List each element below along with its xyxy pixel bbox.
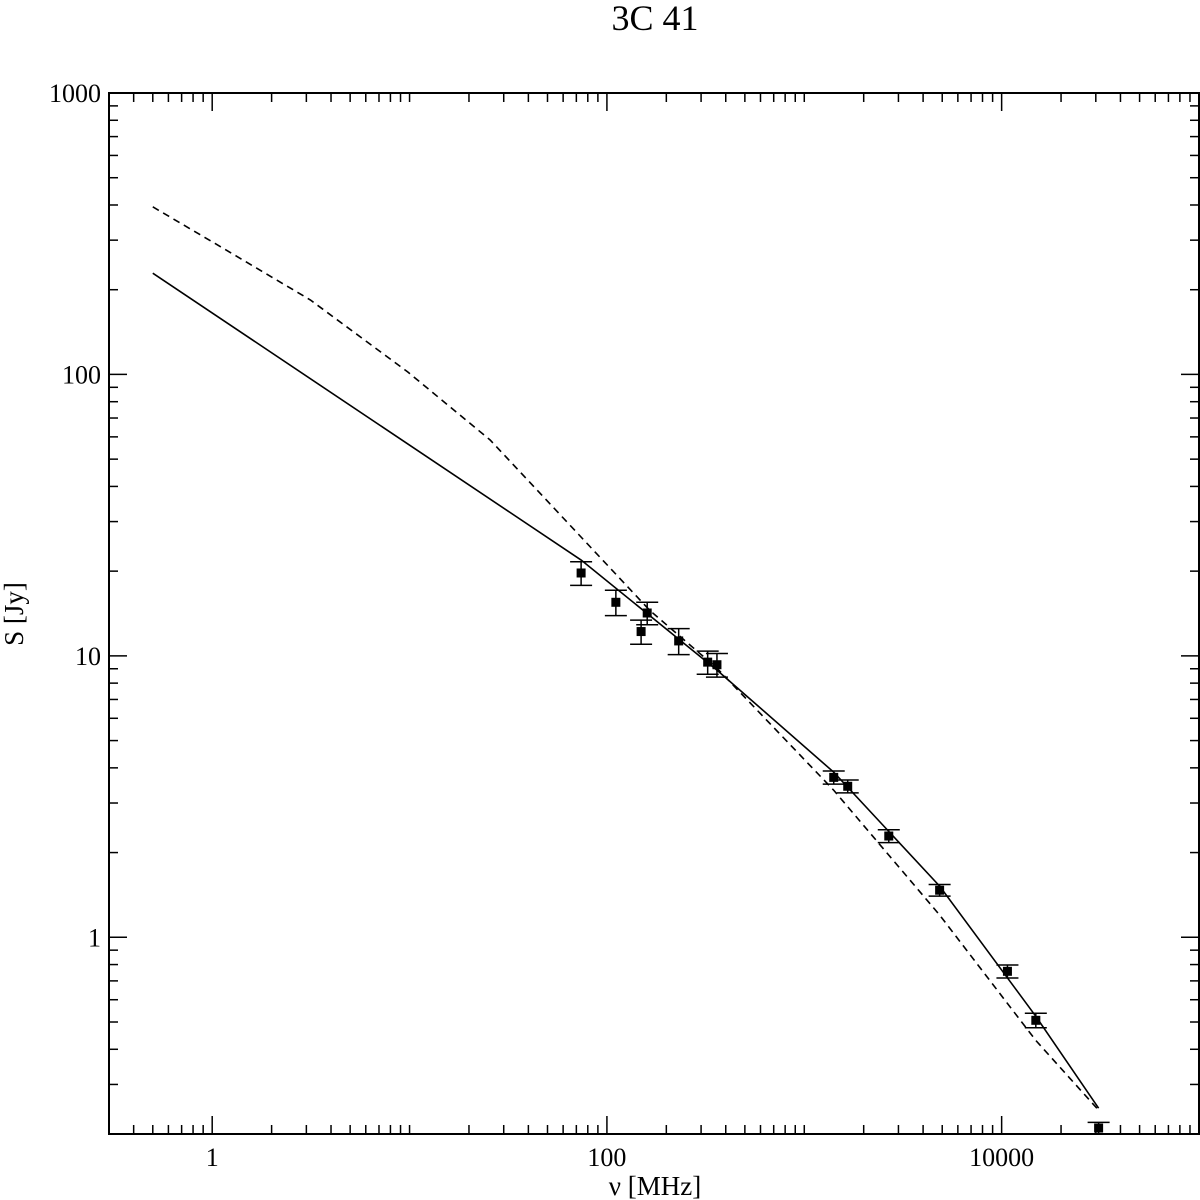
- data-point: [636, 627, 646, 637]
- data-point: [576, 568, 586, 578]
- data-point: [1094, 1123, 1104, 1133]
- x-tick-label: 100: [587, 1143, 626, 1172]
- data-point: [829, 772, 839, 782]
- plot-frame: [108, 92, 1200, 1135]
- chart-title: 3C 41: [611, 0, 698, 38]
- data-point: [1031, 1015, 1041, 1025]
- y-tick-label: 100: [62, 360, 101, 389]
- data-point: [674, 636, 684, 646]
- data-point: [712, 660, 722, 670]
- data-point: [611, 597, 621, 607]
- data-point: [935, 885, 945, 895]
- y-tick-label: 1000: [49, 79, 101, 108]
- y-tick-label: 10: [75, 642, 101, 671]
- x-tick-label: 10000: [969, 1143, 1034, 1172]
- y-tick-label: 1: [88, 923, 101, 952]
- fit-line: [152, 206, 1100, 1111]
- data-point: [884, 831, 894, 841]
- data-point: [1002, 966, 1012, 976]
- fit-line: [152, 272, 1100, 1109]
- x-axis-label: ν [MHz]: [609, 1171, 701, 1200]
- x-tick-label: 1: [206, 1143, 219, 1172]
- y-axis-label: S [Jy]: [0, 582, 29, 646]
